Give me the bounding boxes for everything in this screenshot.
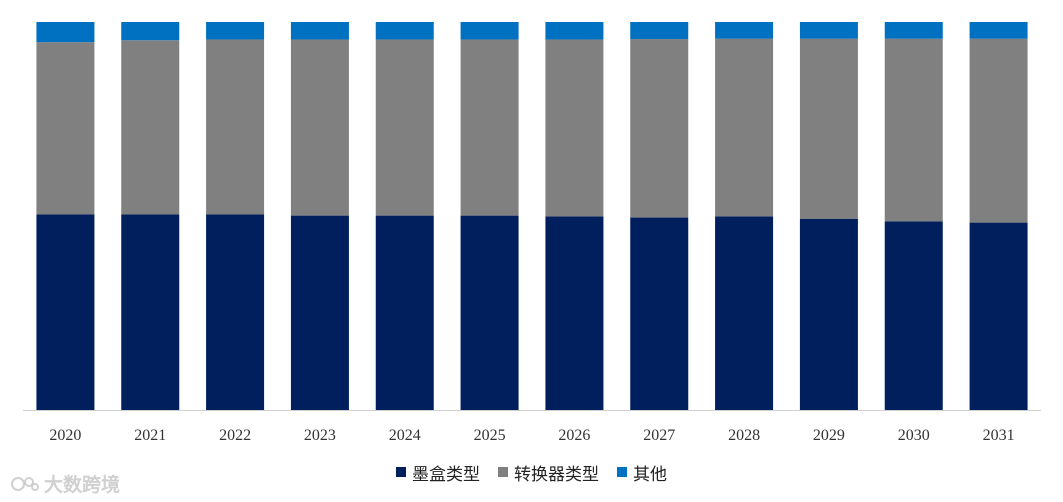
- watermark-logo-icon: [11, 476, 39, 491]
- x-tick-label: 2024: [389, 427, 421, 444]
- bar-2023-series-1: [290, 39, 349, 216]
- bar-2021-series-0: [121, 214, 180, 410]
- bar-2022-series-1: [206, 39, 265, 215]
- legend-label: 墨盒类型: [412, 464, 480, 485]
- bar-2027-series-1: [630, 39, 689, 218]
- bar-2025-series-1: [460, 39, 519, 216]
- legend-item: 转换器类型: [498, 460, 599, 485]
- bar-2026-series-0: [545, 216, 604, 410]
- bars-group: [36, 22, 1028, 410]
- chart-legend: 墨盒类型 转换器类型 其他: [0, 459, 1063, 485]
- bar-2030-series-2: [884, 22, 943, 39]
- x-tick-label: 2025: [474, 427, 506, 444]
- x-tick-label: 2029: [813, 427, 845, 444]
- bar-2026-series-1: [545, 39, 604, 217]
- legend-swatch: [498, 467, 508, 477]
- bar-2027-series-2: [630, 22, 689, 40]
- legend-swatch: [617, 467, 627, 477]
- legend-swatch: [396, 467, 406, 477]
- watermark: 大数跨境: [10, 470, 120, 497]
- legend-label: 转换器类型: [514, 464, 599, 485]
- bar-2030-series-1: [884, 38, 943, 222]
- x-tick-label: 2022: [219, 427, 251, 444]
- x-tick-label: 2023: [304, 427, 336, 444]
- stacked-bar-chart: 2020 2021 2022 2023 2024 2025 2026 2027 2028 2029…: [23, 22, 1041, 444]
- x-tick-labels: 2020 2021 2022 2023 2024 2025 2026 2027 2028 2029…: [49, 427, 1014, 444]
- x-tick-label: 2027: [643, 427, 675, 444]
- bar-2022-series-2: [206, 22, 265, 40]
- bar-2025-series-2: [460, 22, 519, 40]
- bar-2028-series-0: [715, 216, 774, 410]
- legend-item: 墨盒类型: [396, 460, 480, 485]
- bar-2024-series-0: [375, 215, 434, 410]
- bar-2029-series-0: [799, 218, 858, 410]
- bar-2021-series-2: [121, 22, 180, 41]
- watermark-text: 大数跨境: [44, 474, 121, 496]
- bar-2024-series-2: [375, 22, 434, 40]
- bar-2027-series-0: [630, 217, 689, 410]
- x-tick-label: 2021: [134, 427, 166, 444]
- x-tick-label: 2020: [49, 427, 81, 444]
- bar-2023-series-0: [290, 215, 349, 410]
- bar-2020-series-2: [36, 22, 95, 43]
- bar-2020-series-1: [36, 42, 95, 215]
- bar-2028-series-1: [715, 38, 774, 217]
- bar-2029-series-2: [799, 22, 858, 39]
- bar-2028-series-2: [715, 22, 774, 39]
- bar-2020-series-0: [36, 214, 95, 410]
- legend-item: 其他: [617, 460, 667, 485]
- bar-2022-series-0: [206, 214, 265, 410]
- x-tick-label: 2028: [728, 427, 760, 444]
- bar-2024-series-1: [375, 39, 434, 216]
- bar-2031-series-0: [969, 222, 1028, 410]
- x-tick-label: 2031: [983, 427, 1015, 444]
- bar-2021-series-1: [121, 40, 180, 215]
- bar-2029-series-1: [799, 38, 858, 219]
- bar-2025-series-0: [460, 215, 519, 410]
- legend-label: 其他: [633, 464, 667, 485]
- bar-2031-series-1: [969, 38, 1028, 223]
- bar-2023-series-2: [290, 22, 349, 40]
- x-tick-label: 2026: [558, 427, 590, 444]
- bar-2031-series-2: [969, 22, 1028, 39]
- x-tick-label: 2030: [898, 427, 930, 444]
- bar-2030-series-0: [884, 221, 943, 410]
- bar-2026-series-2: [545, 22, 604, 40]
